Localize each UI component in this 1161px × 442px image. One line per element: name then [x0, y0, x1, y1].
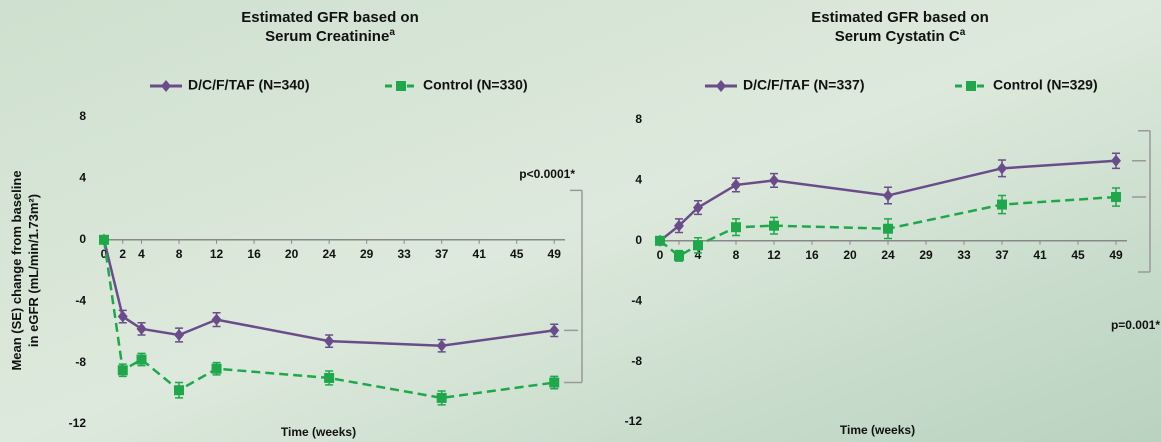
x-tick-label: 33	[957, 248, 971, 262]
y-axis-label-line: Mean (SE) change from baseline	[9, 170, 24, 370]
marker	[174, 385, 184, 395]
y-tick-label: 4	[79, 171, 86, 185]
x-tick-label: 16	[247, 247, 261, 261]
marker	[137, 355, 147, 365]
legend-label: D/C/F/TAF (N=340)	[188, 77, 309, 93]
background	[0, 0, 1161, 442]
x-tick-label: 41	[473, 247, 487, 261]
x-tick-label: 37	[435, 247, 449, 261]
y-tick-label: -8	[631, 354, 642, 368]
x-tick-label: 49	[548, 247, 562, 261]
x-tick-label: 33	[397, 247, 411, 261]
y-tick-label: 8	[635, 112, 642, 126]
y-axis-label-line: in eGFR (mL/min/1.73m²)	[26, 194, 41, 347]
x-tick-label: 12	[210, 247, 224, 261]
marker	[549, 378, 559, 388]
x-tick-label: 29	[919, 248, 933, 262]
marker	[212, 364, 222, 374]
x-tick-label: 49	[1109, 248, 1123, 262]
marker	[769, 221, 779, 231]
x-tick-label: 8	[733, 248, 740, 262]
x-tick-label: 12	[767, 248, 781, 262]
x-tick-label: 4	[138, 247, 145, 261]
y-tick-label: 4	[635, 173, 642, 187]
x-axis-label: Time (weeks)	[281, 425, 356, 439]
y-tick-label: 8	[79, 109, 86, 123]
chart-title: Estimated GFR based on	[241, 9, 419, 26]
marker	[1111, 192, 1121, 202]
title-text: Serum Cystatin C	[835, 28, 960, 45]
x-tick-label: 2	[119, 247, 126, 261]
marker	[118, 365, 128, 375]
chart-title: Serum Cystatin Ca	[835, 27, 966, 45]
x-tick-label: 29	[360, 247, 374, 261]
title-text: Serum Creatinine	[265, 28, 389, 45]
x-tick-label: 41	[1033, 248, 1047, 262]
title-superscript: a	[389, 27, 395, 38]
annotation: p=0.001*	[1111, 318, 1160, 332]
marker	[883, 224, 893, 234]
page: Estimated GFR based onSerum CreatinineaD…	[0, 0, 1161, 442]
marker	[324, 373, 334, 383]
marker	[437, 393, 447, 403]
marker	[731, 222, 741, 232]
legend-label: Control (N=329)	[993, 77, 1098, 93]
marker	[674, 251, 684, 261]
y-tick-label: -12	[69, 416, 87, 430]
marker	[966, 81, 976, 91]
x-tick-label: 45	[1071, 248, 1085, 262]
x-tick-label: 24	[881, 248, 895, 262]
legend-label: D/C/F/TAF (N=337)	[743, 77, 864, 93]
x-tick-label: 16	[805, 248, 819, 262]
x-axis-label: Time (weeks)	[840, 423, 915, 437]
marker	[997, 200, 1007, 210]
x-tick-label: 37	[995, 248, 1009, 262]
y-tick-label: -12	[625, 414, 643, 428]
y-tick-label: 0	[635, 233, 642, 247]
y-tick-label: -8	[75, 355, 86, 369]
x-tick-label: 20	[843, 248, 857, 262]
x-tick-label: 8	[176, 247, 183, 261]
title-superscript: a	[960, 27, 966, 38]
chart-title: Serum Creatininea	[265, 27, 395, 45]
y-tick-label: -4	[75, 293, 86, 307]
legend-label: Control (N=330)	[423, 77, 528, 93]
marker	[396, 81, 406, 91]
annotation: p<0.0001*	[519, 167, 575, 181]
marker	[99, 235, 109, 245]
marker	[693, 240, 703, 250]
chart-title: Estimated GFR based on	[811, 9, 989, 26]
x-tick-label: 0	[657, 248, 664, 262]
x-tick-label: 45	[510, 247, 524, 261]
y-tick-label: 0	[79, 232, 86, 246]
marker	[655, 236, 665, 246]
y-tick-label: -4	[631, 293, 642, 307]
x-tick-label: 20	[285, 247, 299, 261]
x-tick-label: 24	[322, 247, 336, 261]
